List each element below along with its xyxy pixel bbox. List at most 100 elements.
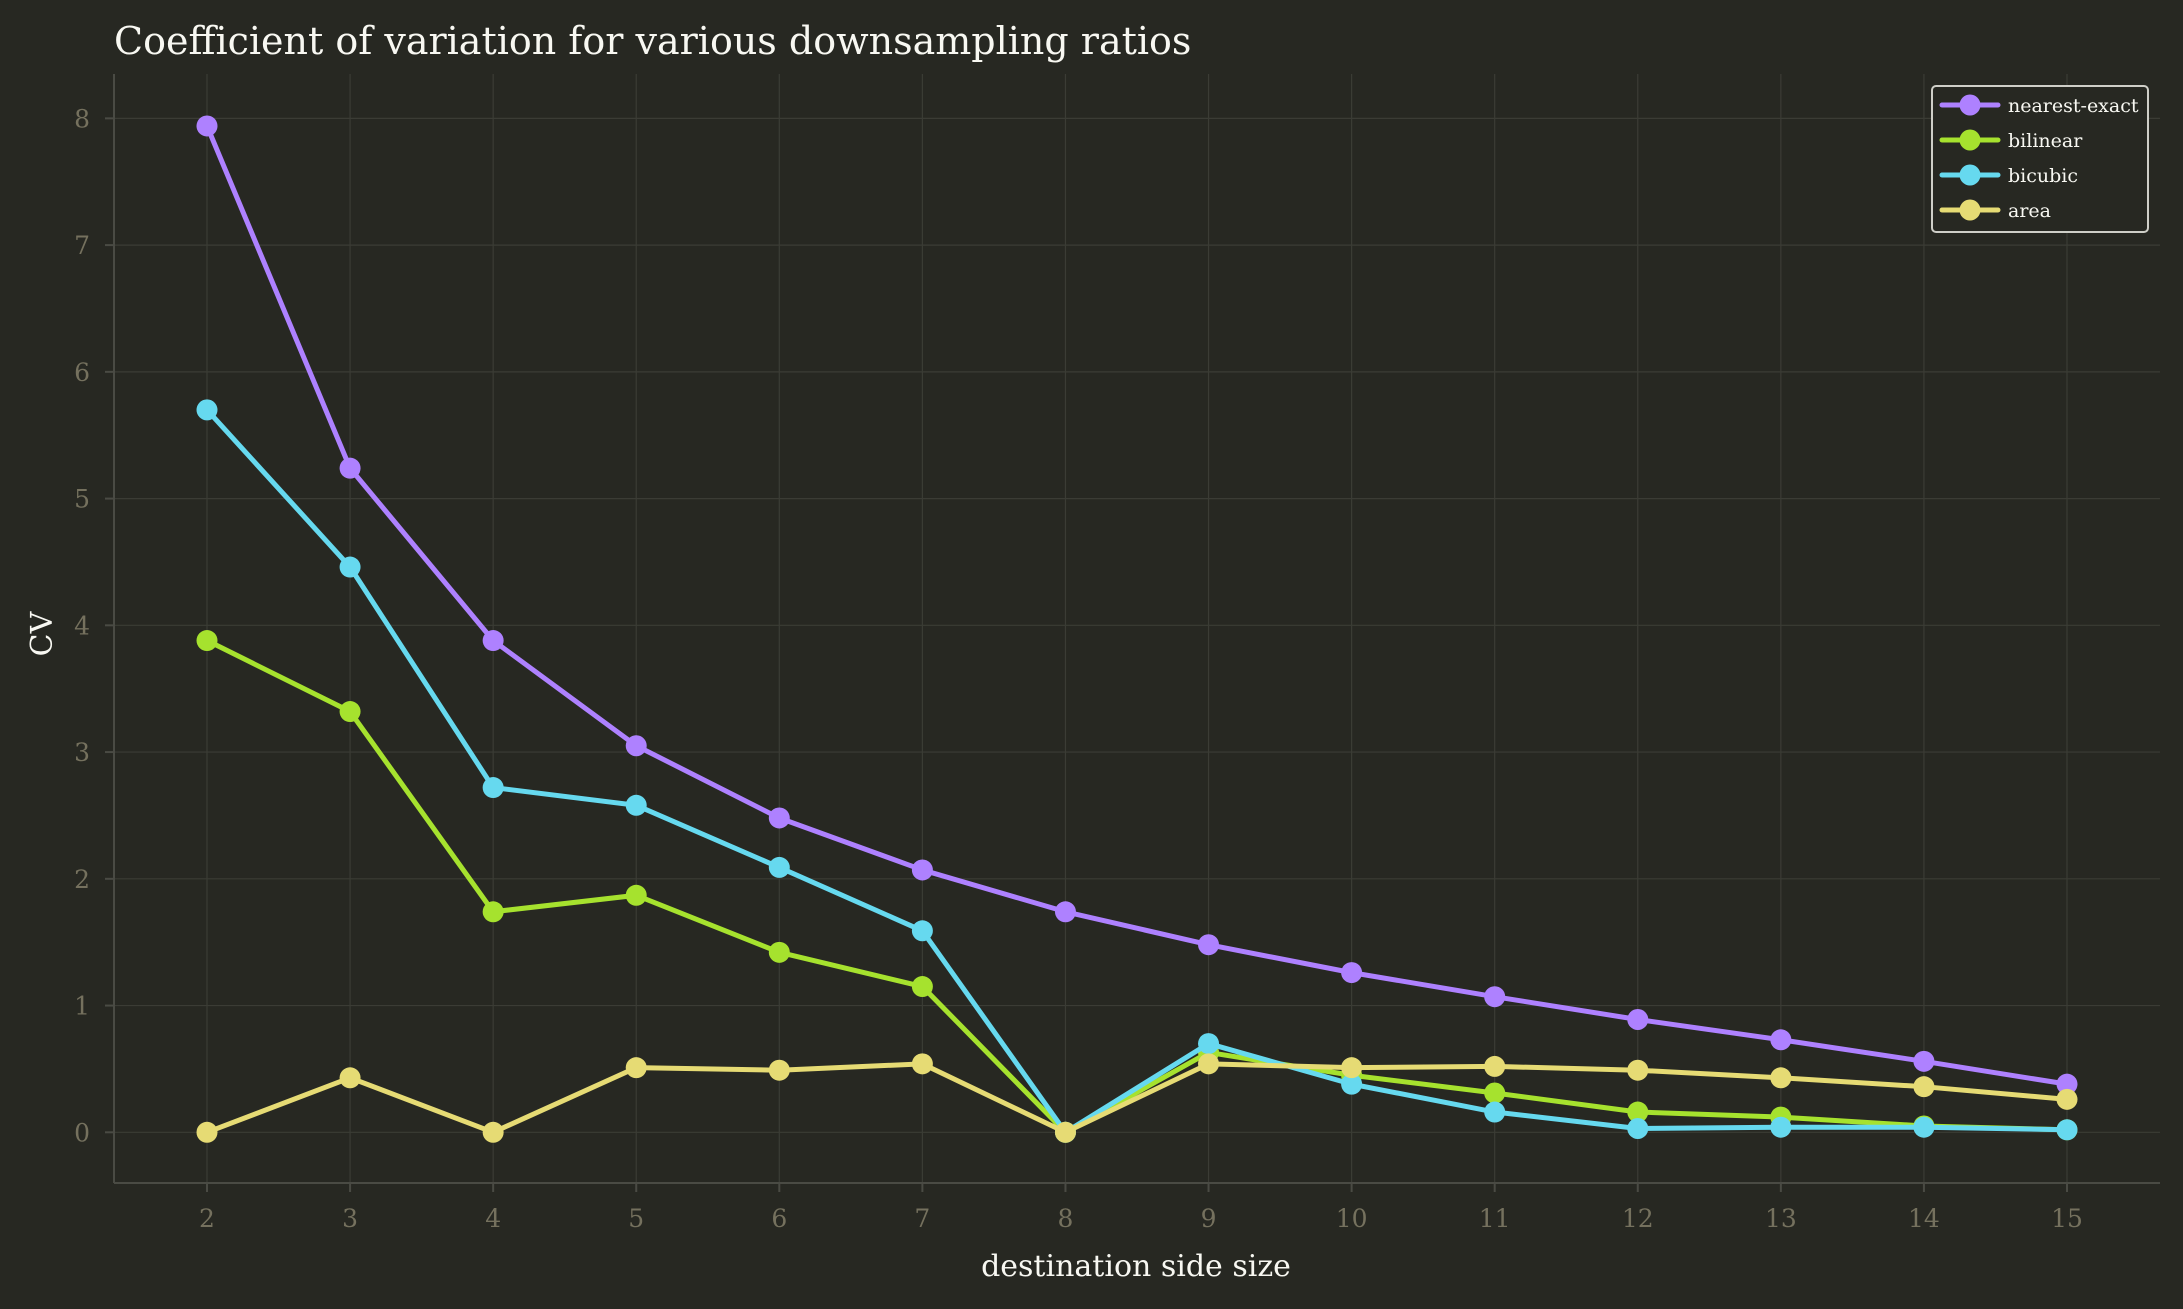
- data-point-area: [1198, 1053, 1220, 1075]
- data-point-bicubic: [1627, 1118, 1649, 1140]
- legend-marker: [1959, 164, 1981, 186]
- x-axis-label: destination side size: [981, 1249, 1291, 1284]
- data-point-bilinear: [1484, 1082, 1506, 1104]
- data-point-area: [1484, 1055, 1506, 1077]
- x-tick-label: 12: [1622, 1204, 1654, 1233]
- y-tick-label: 8: [74, 104, 90, 133]
- data-point-nearest-exact: [768, 807, 790, 829]
- data-point-nearest-exact: [911, 859, 933, 881]
- x-tick-label: 13: [1765, 1204, 1797, 1233]
- y-tick-label: 7: [74, 231, 90, 260]
- data-point-nearest-exact: [1054, 901, 1076, 923]
- data-point-area: [482, 1121, 504, 1143]
- data-point-bicubic: [1484, 1101, 1506, 1123]
- data-point-bilinear: [482, 901, 504, 923]
- series-bicubic: [196, 399, 2078, 1143]
- legend-frame: [1931, 85, 2149, 233]
- legend-marker: [1959, 94, 1981, 116]
- data-point-bicubic: [768, 856, 790, 878]
- legend-marker: [1959, 129, 1981, 151]
- data-point-nearest-exact: [1770, 1029, 1792, 1051]
- data-point-bicubic: [482, 777, 504, 799]
- data-point-nearest-exact: [2056, 1073, 2078, 1095]
- data-point-area: [625, 1057, 647, 1079]
- y-tick-label: 4: [74, 611, 90, 640]
- data-point-bicubic: [1198, 1033, 1220, 1055]
- x-tick-label: 4: [485, 1204, 501, 1233]
- y-tick-label: 1: [74, 992, 90, 1021]
- data-point-bilinear: [625, 884, 647, 906]
- x-tick-label: 7: [914, 1204, 930, 1233]
- legend-label: nearest-exact: [2008, 95, 2139, 117]
- data-point-area: [1341, 1057, 1363, 1079]
- grid: [114, 74, 2160, 1183]
- x-tick-label: 3: [342, 1204, 358, 1233]
- data-point-bilinear: [1627, 1101, 1649, 1123]
- data-point-area: [911, 1053, 933, 1075]
- y-tick-label: 3: [74, 738, 90, 767]
- data-point-nearest-exact: [482, 630, 504, 652]
- data-point-area: [768, 1059, 790, 1081]
- data-point-nearest-exact: [1627, 1009, 1649, 1031]
- series-area: [196, 1053, 2078, 1143]
- y-tick-label: 0: [74, 1118, 90, 1147]
- x-tick-label: 15: [2051, 1204, 2083, 1233]
- data-point-bilinear: [911, 976, 933, 998]
- series-line-bilinear: [204, 638, 2070, 1135]
- legend-label: bilinear: [2008, 130, 2083, 152]
- data-point-bicubic: [1341, 1073, 1363, 1095]
- x-tick-label: 10: [1336, 1204, 1368, 1233]
- series-nearest-exact: [196, 115, 2078, 1095]
- x-tick-label: 6: [771, 1204, 787, 1233]
- data-point-bicubic: [2056, 1119, 2078, 1141]
- y-axis-label: CV: [25, 610, 60, 656]
- data-point-bicubic: [1913, 1116, 1935, 1138]
- data-point-bilinear: [196, 630, 218, 652]
- series-line-bicubic: [204, 407, 2070, 1135]
- x-tick-label: 5: [628, 1204, 644, 1233]
- data-point-area: [1770, 1067, 1792, 1089]
- y-tick-label: 2: [74, 865, 90, 894]
- legend-item-bilinear: bilinear: [1939, 129, 2083, 152]
- x-tick-label: 2: [199, 1204, 215, 1233]
- legend-marker: [1959, 199, 1981, 221]
- y-tick-label: 6: [74, 358, 90, 387]
- legend-item-area: area: [1939, 199, 2051, 222]
- data-point-nearest-exact: [1198, 934, 1220, 956]
- data-point-bilinear: [768, 941, 790, 963]
- data-point-area: [339, 1067, 361, 1089]
- series-line-area: [204, 1061, 2070, 1135]
- data-point-nearest-exact: [196, 115, 218, 137]
- series-layer: [196, 115, 2078, 1143]
- data-point-bilinear: [339, 701, 361, 723]
- x-tick-label: 14: [1908, 1204, 1940, 1233]
- chart-title: Coefficient of variation for various dow…: [114, 19, 1191, 63]
- data-point-bicubic: [196, 399, 218, 421]
- data-point-area: [1627, 1059, 1649, 1081]
- data-point-bicubic: [911, 920, 933, 942]
- x-tick-label: 8: [1058, 1204, 1074, 1233]
- data-point-bicubic: [625, 794, 647, 816]
- data-point-area: [2056, 1088, 2078, 1110]
- legend-label: bicubic: [2008, 165, 2078, 187]
- data-point-area: [1054, 1121, 1076, 1143]
- data-point-area: [196, 1121, 218, 1143]
- data-point-nearest-exact: [625, 735, 647, 757]
- data-point-bicubic: [339, 556, 361, 578]
- data-point-nearest-exact: [339, 457, 361, 479]
- y-tick-label: 5: [74, 485, 90, 514]
- data-point-area: [1913, 1076, 1935, 1098]
- data-point-nearest-exact: [1341, 962, 1363, 984]
- legend-item-bicubic: bicubic: [1939, 164, 2078, 187]
- data-point-nearest-exact: [1913, 1050, 1935, 1072]
- legend-item-nearest-exact: nearest-exact: [1939, 94, 2139, 117]
- x-tick-label: 9: [1201, 1204, 1217, 1233]
- legend: nearest-exact bilinear bicubic area: [1931, 85, 2149, 233]
- data-point-nearest-exact: [1484, 986, 1506, 1008]
- data-point-bicubic: [1770, 1116, 1792, 1138]
- legend-label: area: [2008, 200, 2051, 222]
- series-line-nearest-exact: [204, 123, 2070, 1087]
